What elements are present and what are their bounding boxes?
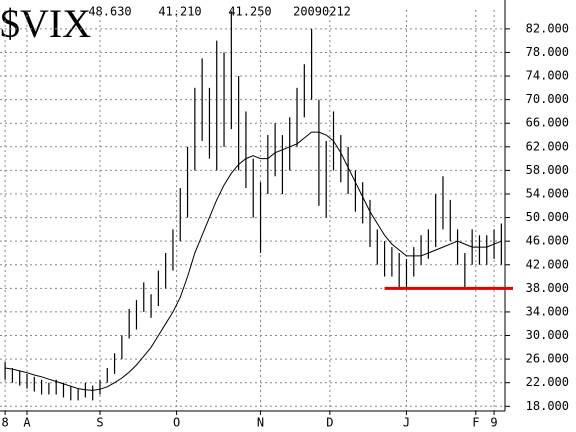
y-tick-label: 46.000 [526, 234, 569, 248]
header-value: 48.630 [88, 5, 131, 19]
y-tick-label: 38.000 [526, 281, 569, 295]
x-tick-label: F [472, 416, 479, 430]
header-value: 20090212 [293, 5, 351, 19]
chart-title: $VIX [0, 1, 91, 46]
y-tick-label: 42.000 [526, 257, 569, 271]
y-tick-label: 58.000 [526, 163, 569, 177]
x-tick-label: 9 [490, 416, 497, 430]
x-tick-label: N [257, 416, 264, 430]
y-tick-label: 50.000 [526, 210, 569, 224]
x-tick-label: A [23, 416, 31, 430]
y-tick-label: 74.000 [526, 69, 569, 83]
x-tick-label: J [403, 416, 410, 430]
header-value: 41.250 [228, 5, 271, 19]
y-tick-label: 18.000 [526, 399, 569, 413]
y-tick-label: 70.000 [526, 92, 569, 106]
y-tick-label: 34.000 [526, 304, 569, 318]
y-tick-label: 54.000 [526, 186, 569, 200]
y-tick-label: 22.000 [526, 375, 569, 389]
x-tick-label: O [173, 416, 180, 430]
x-tick-label: 8 [1, 416, 8, 430]
y-tick-label: 82.000 [526, 21, 569, 35]
x-tick-label: S [96, 416, 103, 430]
y-tick-label: 62.000 [526, 139, 569, 153]
y-tick-label: 66.000 [526, 116, 569, 130]
y-tick-label: 30.000 [526, 328, 569, 342]
header-value: 41.210 [158, 5, 201, 19]
moving-average [5, 131, 502, 391]
y-tick-label: 78.000 [526, 45, 569, 59]
x-tick-label: D [326, 416, 333, 430]
y-tick-label: 26.000 [526, 352, 569, 366]
